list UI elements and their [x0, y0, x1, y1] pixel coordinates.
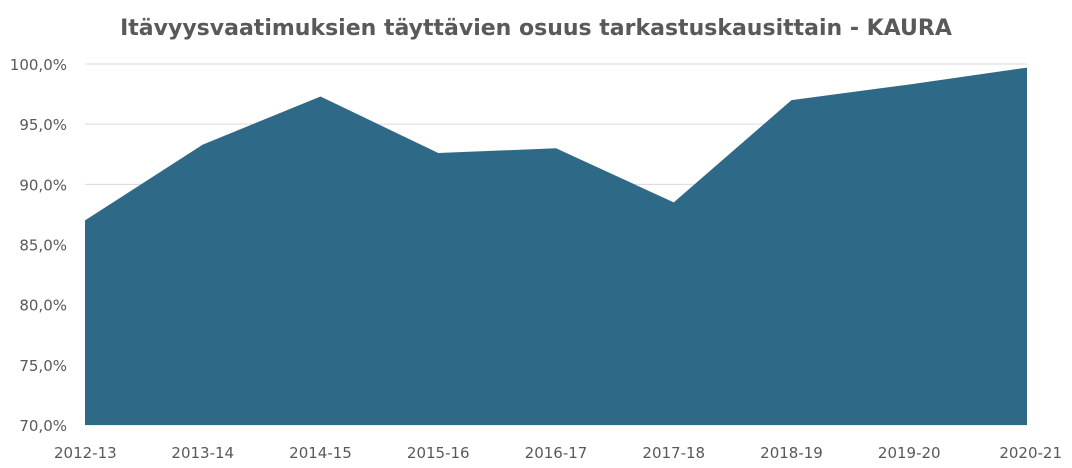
x-tick-label: 2012-13 — [54, 444, 117, 462]
x-tick-label: 2020-21 — [999, 444, 1062, 462]
x-axis-ticks: 2012-13 2013-14 2014-15 2015-16 2016-17 2017-… — [54, 444, 1062, 462]
x-tick-label: 2013-14 — [171, 444, 234, 462]
y-tick-label: 70,0% — [19, 417, 67, 435]
y-tick-label: 75,0% — [19, 357, 67, 375]
area-series-0 — [85, 67, 1027, 426]
y-tick-label: 90,0% — [19, 176, 67, 194]
y-tick-label: 95,0% — [19, 116, 67, 134]
x-tick-label: 2014-15 — [289, 444, 352, 462]
x-tick-label: 2018-19 — [760, 444, 823, 462]
x-tick-label: 2019-20 — [878, 444, 941, 462]
x-tick-label: 2015-16 — [407, 444, 470, 462]
y-axis-ticks: 70,0% 75,0% 80,0% 85,0% 90,0% 95,0% 100,0% — [10, 56, 67, 435]
x-tick-label: 2016-17 — [525, 444, 588, 462]
area-series — [84, 67, 1028, 426]
y-tick-label: 80,0% — [19, 297, 67, 315]
chart-title: Itävyysvaatimuksien täyttävien osuus tar… — [120, 16, 952, 41]
y-tick-label: 85,0% — [19, 237, 67, 255]
y-tick-label: 100,0% — [10, 56, 67, 74]
x-tick-label: 2017-18 — [642, 444, 705, 462]
